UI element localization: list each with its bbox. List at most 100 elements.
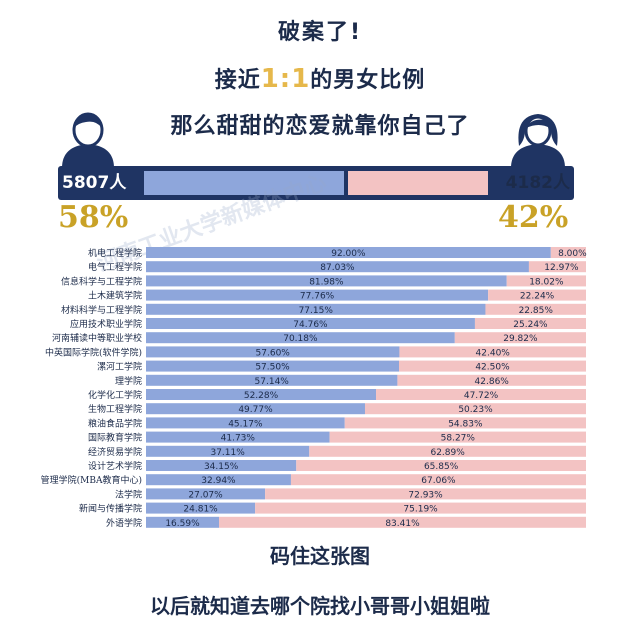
male-value-label: 34.15%	[204, 462, 239, 472]
ratio-suffix: 的男女比例	[310, 68, 426, 93]
female-value-label: 54.83%	[448, 419, 483, 429]
female-value-label: 12.97%	[544, 263, 579, 273]
male-bar	[146, 318, 475, 329]
ratio-value: 1:1	[260, 64, 311, 94]
male-value-label: 41.73%	[221, 434, 256, 444]
female-bar	[399, 346, 586, 358]
male-bar	[146, 247, 551, 258]
male-bar	[146, 332, 455, 344]
category-label: 国际教育学院	[88, 432, 142, 444]
subtitle: 那么甜甜的恋爱就靠你自己了	[170, 114, 470, 139]
female-value-label: 62.89%	[430, 448, 465, 458]
male-bar	[146, 289, 489, 301]
category-label: 河南辅读中等职业学校	[52, 332, 142, 344]
category-label: 土木建筑学院	[88, 290, 142, 302]
category-label: 粮油食品学院	[88, 417, 142, 429]
male-avatar-icon	[62, 112, 114, 168]
category-label: 管理学院(MBA教育中心)	[41, 474, 142, 486]
page-title: 破案了!	[277, 20, 363, 45]
category-label: 生物工程学院	[88, 403, 142, 415]
category-label: 经济贸易学院	[88, 446, 142, 458]
female-bar	[364, 403, 586, 415]
male-value-label: 27.07%	[188, 490, 223, 500]
male-bar	[146, 417, 345, 429]
female-bar	[329, 431, 586, 443]
male-bar	[146, 502, 256, 514]
female-bar	[309, 445, 586, 457]
male-percent: 58%	[58, 200, 129, 235]
male-value-label: 45.17%	[228, 419, 263, 429]
male-bar	[146, 389, 377, 400]
male-value-label: 57.60%	[256, 348, 291, 358]
male-value-label: 57.50%	[255, 363, 290, 373]
category-label: 中英国际学院(软件学院)	[45, 346, 142, 358]
female-value-label: 47.72%	[464, 391, 499, 401]
category-label: 电气工程学院	[88, 261, 142, 273]
female-value-label: 22.85%	[519, 306, 554, 316]
male-bar	[146, 360, 399, 372]
female-value-label: 25.24%	[513, 320, 548, 330]
category-label: 新闻与传播学院	[79, 503, 142, 515]
category-label: 设计艺术学院	[88, 460, 142, 472]
female-value-label: 50.23%	[458, 405, 493, 415]
female-value-label: 72.93%	[408, 490, 443, 500]
overall-ratio-bar: 5807人 4182人	[58, 166, 574, 200]
male-value-label: 57.14%	[255, 377, 290, 387]
female-bar	[550, 247, 586, 258]
male-bar	[146, 275, 507, 287]
male-value-label: 49.77%	[238, 405, 273, 415]
male-share-fill	[144, 171, 344, 195]
male-value-label: 77.76%	[300, 292, 335, 302]
category-label: 机电工程学院	[88, 247, 142, 259]
female-value-label: 65.85%	[424, 462, 459, 472]
female-bar	[265, 488, 586, 500]
college-gender-chart: 机电工程学院 92.00% 8.00% 电气工程学院 87.03% 12.97% 信息科学与…	[41, 247, 587, 529]
male-value-label: 87.03%	[320, 263, 355, 273]
female-bar	[255, 502, 586, 514]
category-label: 外语学院	[106, 517, 142, 529]
female-bar	[528, 261, 586, 273]
male-bar	[146, 374, 398, 386]
male-value-label: 32.94%	[201, 476, 236, 486]
male-bar	[146, 303, 486, 315]
male-value-label: 74.76%	[293, 320, 328, 330]
category-label: 应用技术职业学院	[70, 318, 142, 330]
female-count: 4182人	[505, 173, 570, 193]
male-count: 5807人	[62, 173, 127, 193]
female-bar	[397, 374, 586, 386]
female-bar	[344, 417, 586, 429]
female-share-fill	[347, 171, 488, 195]
female-value-label: 83.41%	[385, 519, 420, 529]
male-value-label: 81.98%	[309, 277, 344, 287]
male-value-label: 92.00%	[331, 249, 366, 259]
category-label: 材料科学与工程学院	[61, 304, 142, 316]
female-value-label: 22.24%	[520, 292, 555, 302]
male-bar	[146, 474, 291, 486]
footer-line-1: 码住这张图	[270, 544, 370, 568]
female-bar	[485, 303, 586, 315]
female-percent: 42%	[498, 200, 569, 235]
male-value-label: 70.18%	[283, 334, 318, 344]
category-label: 理学院	[115, 375, 142, 387]
female-avatar-icon	[511, 114, 565, 168]
category-label: 法学院	[115, 488, 142, 500]
female-bar	[296, 460, 586, 471]
male-value-label: 24.81%	[183, 505, 218, 515]
male-value-label: 37.11%	[210, 448, 245, 458]
female-value-label: 75.19%	[403, 505, 438, 515]
footer-line-2: 以后就知道去哪个院找小哥哥小姐姐啦	[150, 594, 490, 618]
male-bar	[146, 431, 330, 443]
male-bar	[146, 488, 266, 500]
female-bar	[218, 516, 586, 528]
male-bar	[146, 261, 529, 273]
female-value-label: 42.40%	[476, 348, 511, 358]
ratio-prefix: 接近	[214, 68, 261, 93]
female-value-label: 8.00%	[558, 249, 587, 259]
female-bar	[454, 332, 586, 344]
male-value-label: 16.59%	[165, 519, 200, 529]
female-value-label: 42.86%	[475, 377, 510, 387]
female-value-label: 29.82%	[503, 334, 538, 344]
female-bar	[290, 474, 586, 486]
female-bar	[488, 289, 586, 301]
female-value-label: 18.02%	[529, 277, 564, 287]
